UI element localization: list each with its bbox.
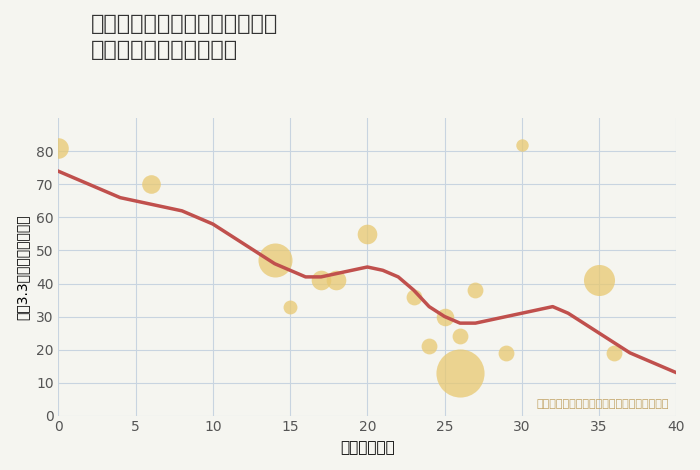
Point [331,276,342,284]
Point [284,303,295,310]
Text: 神奈川県相模原市緑区千木良の
築年数別中古戸建て価格: 神奈川県相模原市緑区千木良の 築年数別中古戸建て価格 [91,14,279,61]
Point [516,141,527,149]
Point [316,276,327,284]
Point [362,230,373,238]
Point [424,343,435,350]
Y-axis label: 坪（3.3㎡）単価（万円）: 坪（3.3㎡）単価（万円） [15,214,29,320]
Point [439,313,450,320]
Point [609,349,620,357]
Text: 円の大きさは、取引のあった物件面積を示す: 円の大きさは、取引のあった物件面積を示す [536,399,668,409]
Point [500,349,512,357]
Point [269,257,280,264]
Point [454,369,466,376]
Point [454,333,466,340]
X-axis label: 築年数（年）: 築年数（年） [340,440,395,455]
Point [52,144,64,152]
Point [470,286,481,294]
Point [594,276,605,284]
Point [408,293,419,300]
Point [146,180,157,188]
